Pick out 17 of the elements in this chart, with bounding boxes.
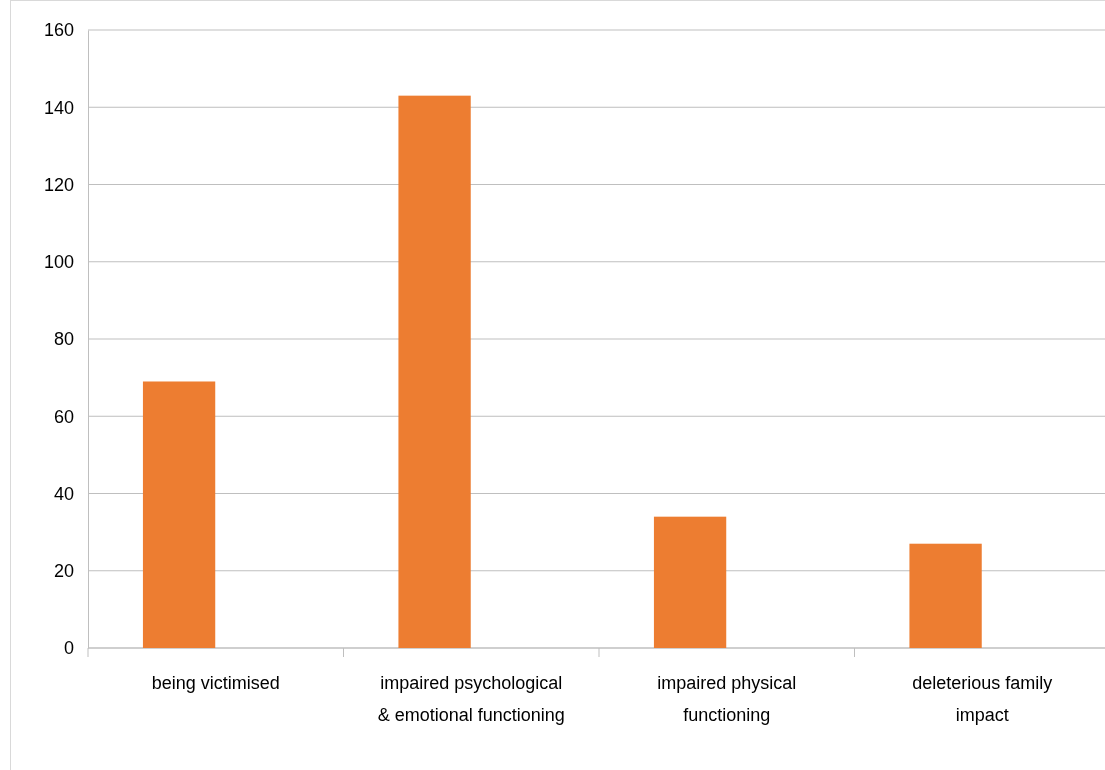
- x-tick-label: being victimised: [151, 673, 280, 693]
- y-tick-label: 80: [53, 329, 74, 350]
- x-tick-label: deleterious family impact: [912, 673, 1053, 725]
- x-tick-label: impaired physical functioning: [657, 673, 797, 725]
- y-tick-label: 140: [43, 97, 74, 118]
- x-tick-label: impaired psychological & emotional functioning: [377, 673, 565, 725]
- bar: [909, 543, 982, 648]
- bar: [142, 381, 216, 648]
- y-tick-label: 0: [63, 638, 74, 659]
- y-tick-label: 20: [53, 561, 74, 582]
- y-tick-label: 40: [53, 483, 74, 504]
- y-tick-label: 100: [43, 252, 74, 273]
- bar: [398, 95, 471, 648]
- y-tick-label: 120: [43, 174, 74, 195]
- y-tick-label: 60: [53, 406, 74, 427]
- bar: [653, 516, 727, 648]
- y-tick-label: 160: [43, 20, 74, 41]
